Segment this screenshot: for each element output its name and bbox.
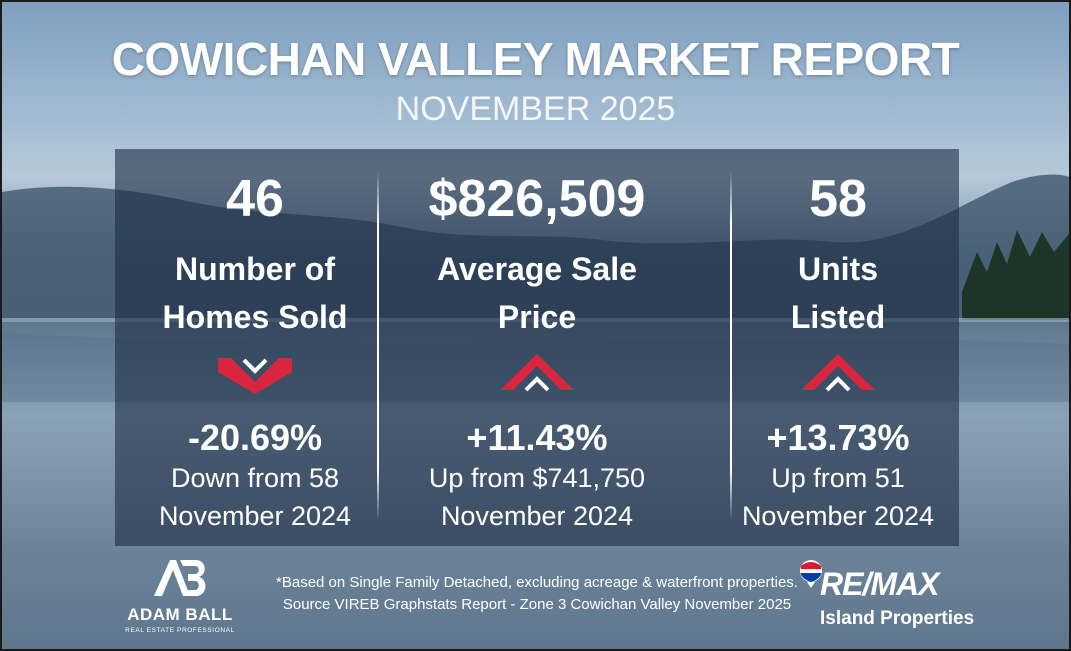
stat-label-line1: Average Sale (437, 251, 637, 287)
stat-average-price: $826,509 Average Sale Price +11.43% Up f… (407, 149, 667, 546)
balloon-icon (800, 560, 822, 588)
stat-comparison: Up from $741,750 November 2024 (407, 459, 667, 535)
stat-value: $826,509 (428, 170, 646, 228)
stat-comparison: Up from 51 November 2024 (708, 459, 968, 535)
trend-down-icon (218, 358, 292, 394)
ab-monogram-icon (154, 560, 206, 596)
brokerage-brand: RE/MAX (820, 566, 939, 602)
stat-label-line2: Listed (790, 299, 886, 335)
stat-homes-sold: 46 Number of Homes Sold -20.69% Down fro… (125, 149, 385, 546)
column-divider (377, 171, 379, 521)
stat-label: Average Sale Price (407, 245, 667, 341)
stat-label: Units Listed (708, 245, 968, 341)
brokerage-office: Island Properties (820, 608, 975, 629)
stat-change: -20.69% (187, 417, 323, 458)
report-subtitle: NOVEMBER 2025 (395, 90, 676, 128)
stat-value: 58 (809, 170, 867, 228)
stat-comparison-line1: Up from 51 (771, 463, 905, 493)
stat-comparison-line2: November 2024 (158, 501, 352, 531)
stat-change: +11.43% (466, 417, 608, 458)
stat-label-line2: Homes Sold (162, 299, 348, 335)
agent-tagline: REAL ESTATE PROFESSIONAL (125, 627, 235, 634)
stat-comparison-line1: Up from $741,750 (428, 463, 646, 493)
report-title: COWICHAN VALLEY MARKET REPORT (111, 33, 960, 85)
stat-comparison-line1: Down from 58 (170, 463, 340, 493)
stat-units-listed: 58 Units Listed +13.73% Up from 51 Novem… (708, 149, 968, 546)
stat-label-line1: Units (798, 251, 878, 287)
stat-comparison-line2: November 2024 (440, 501, 634, 531)
footnote-line1: *Based on Single Family Detached, exclud… (276, 574, 798, 591)
stat-label: Number of Homes Sold (125, 245, 385, 341)
column-divider (730, 171, 732, 521)
agent-logo: ADAM BALL REAL ESTATE PROFESSIONAL (122, 558, 238, 634)
stat-change: +13.73% (766, 417, 910, 458)
agent-name: ADAM BALL (127, 605, 233, 624)
trend-up-icon (500, 354, 574, 392)
stat-label-line1: Number of (175, 251, 335, 287)
stat-comparison: Down from 58 November 2024 (125, 459, 385, 535)
footnote: *Based on Single Family Detached, exclud… (272, 572, 802, 616)
stat-label-line2: Price (497, 299, 577, 335)
footnote-line2: Source VIREB Graphstats Report - Zone 3 … (282, 596, 792, 613)
stat-value: 46 (226, 170, 284, 228)
stat-comparison-line2: November 2024 (741, 501, 935, 531)
brokerage-logo: RE/MAX Island Properties (798, 560, 998, 632)
stats-panel: 46 Number of Homes Sold -20.69% Down fro… (115, 149, 959, 546)
trend-up-icon (801, 354, 875, 392)
